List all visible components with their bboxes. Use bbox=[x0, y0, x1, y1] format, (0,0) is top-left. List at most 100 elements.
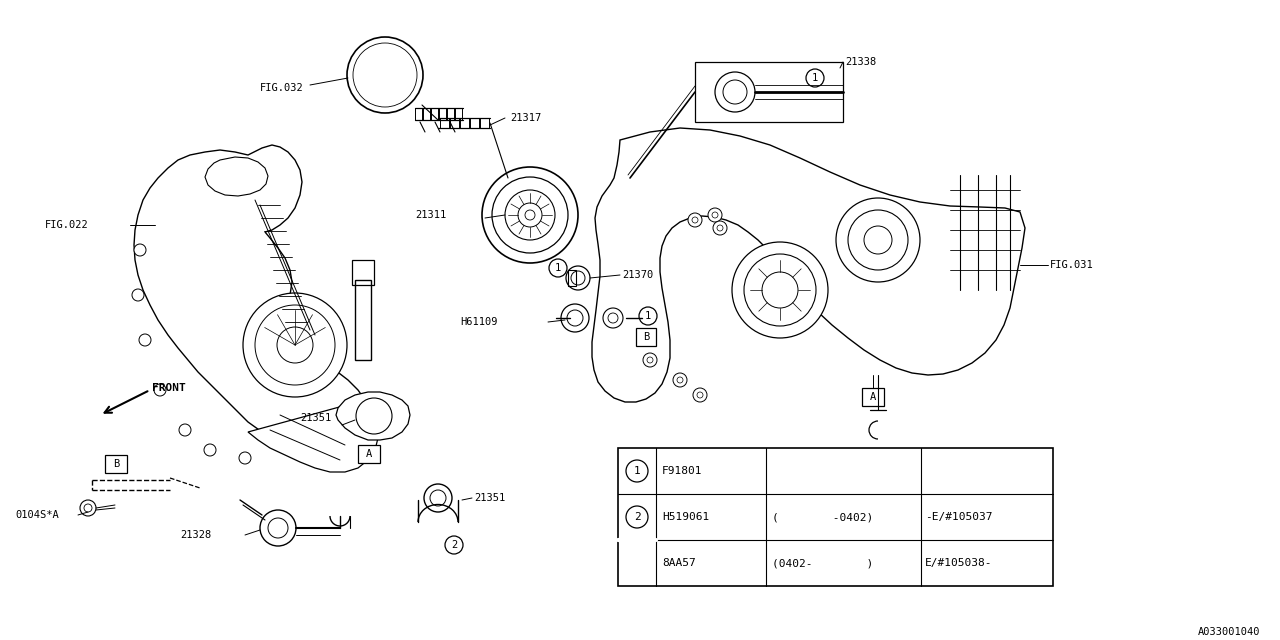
Text: F91801: F91801 bbox=[662, 466, 703, 476]
Text: A033001040: A033001040 bbox=[1198, 627, 1260, 637]
Text: 21351: 21351 bbox=[474, 493, 506, 503]
Text: 1: 1 bbox=[554, 263, 561, 273]
Circle shape bbox=[525, 210, 535, 220]
Text: -E/#105037: -E/#105037 bbox=[925, 512, 992, 522]
Bar bbox=[355, 280, 371, 360]
Circle shape bbox=[712, 212, 718, 218]
Polygon shape bbox=[134, 145, 369, 458]
Text: 1: 1 bbox=[634, 466, 640, 476]
Circle shape bbox=[353, 43, 417, 107]
Circle shape bbox=[626, 460, 648, 482]
Bar bbox=[454, 108, 462, 120]
Circle shape bbox=[643, 353, 657, 367]
Circle shape bbox=[732, 242, 828, 338]
Circle shape bbox=[692, 217, 698, 223]
Text: FIG.022: FIG.022 bbox=[45, 220, 88, 230]
Circle shape bbox=[806, 69, 824, 87]
Circle shape bbox=[571, 271, 585, 285]
Circle shape bbox=[492, 177, 568, 253]
Circle shape bbox=[347, 37, 422, 113]
Bar bbox=[358, 445, 380, 463]
Bar bbox=[695, 62, 844, 122]
Circle shape bbox=[276, 327, 314, 363]
Text: 2: 2 bbox=[451, 540, 457, 550]
Bar bbox=[451, 118, 460, 128]
Circle shape bbox=[179, 424, 191, 436]
Polygon shape bbox=[248, 400, 378, 472]
Text: E/#105038-: E/#105038- bbox=[925, 558, 992, 568]
Circle shape bbox=[689, 213, 701, 227]
Bar bbox=[422, 108, 430, 120]
Circle shape bbox=[673, 373, 687, 387]
Circle shape bbox=[255, 305, 335, 385]
Circle shape bbox=[357, 47, 413, 103]
Bar bbox=[470, 118, 479, 128]
Circle shape bbox=[243, 293, 347, 397]
Circle shape bbox=[717, 225, 723, 231]
Circle shape bbox=[84, 504, 92, 512]
Bar bbox=[636, 328, 657, 346]
Circle shape bbox=[380, 70, 390, 80]
Circle shape bbox=[864, 226, 892, 254]
Circle shape bbox=[81, 500, 96, 516]
Circle shape bbox=[239, 452, 251, 464]
Bar bbox=[861, 388, 884, 406]
Text: 21370: 21370 bbox=[622, 270, 653, 280]
Bar bbox=[480, 118, 489, 128]
Circle shape bbox=[608, 313, 618, 323]
Circle shape bbox=[836, 198, 920, 282]
Polygon shape bbox=[593, 128, 1025, 402]
Circle shape bbox=[692, 388, 707, 402]
Circle shape bbox=[518, 203, 541, 227]
Circle shape bbox=[677, 377, 684, 383]
Circle shape bbox=[549, 259, 567, 277]
Text: B: B bbox=[643, 332, 649, 342]
Text: 21338: 21338 bbox=[845, 57, 877, 67]
Circle shape bbox=[268, 518, 288, 538]
Circle shape bbox=[762, 272, 797, 308]
Text: 21317: 21317 bbox=[509, 113, 541, 123]
Circle shape bbox=[430, 490, 445, 506]
Text: 2: 2 bbox=[634, 512, 640, 522]
Circle shape bbox=[140, 334, 151, 346]
Bar bbox=[440, 118, 449, 128]
Text: FIG.032: FIG.032 bbox=[260, 83, 303, 93]
Bar bbox=[105, 455, 127, 473]
Circle shape bbox=[132, 289, 145, 301]
Circle shape bbox=[713, 221, 727, 235]
Circle shape bbox=[424, 484, 452, 512]
Circle shape bbox=[849, 210, 908, 270]
Circle shape bbox=[204, 444, 216, 456]
Text: H61109: H61109 bbox=[460, 317, 498, 327]
Text: A: A bbox=[366, 449, 372, 459]
Text: 21351: 21351 bbox=[300, 413, 332, 423]
Bar bbox=[447, 108, 454, 120]
Text: (0402-        ): (0402- ) bbox=[772, 558, 873, 568]
Circle shape bbox=[134, 244, 146, 256]
Circle shape bbox=[364, 53, 407, 97]
Circle shape bbox=[483, 167, 579, 263]
Circle shape bbox=[356, 398, 392, 434]
Circle shape bbox=[716, 72, 755, 112]
Text: FRONT: FRONT bbox=[152, 383, 186, 393]
Circle shape bbox=[744, 254, 817, 326]
Circle shape bbox=[708, 208, 722, 222]
Circle shape bbox=[626, 506, 648, 528]
Circle shape bbox=[723, 80, 748, 104]
Circle shape bbox=[154, 384, 166, 396]
Text: 1: 1 bbox=[812, 73, 818, 83]
Text: 21328: 21328 bbox=[180, 530, 211, 540]
Text: 8AA57: 8AA57 bbox=[662, 558, 696, 568]
Bar bbox=[431, 108, 438, 120]
Circle shape bbox=[370, 60, 401, 90]
Bar bbox=[352, 260, 374, 285]
Circle shape bbox=[639, 307, 657, 325]
Bar bbox=[439, 108, 445, 120]
Circle shape bbox=[506, 190, 556, 240]
Circle shape bbox=[567, 310, 582, 326]
Circle shape bbox=[445, 536, 463, 554]
Circle shape bbox=[561, 304, 589, 332]
Circle shape bbox=[356, 414, 369, 426]
Text: 0104S*A: 0104S*A bbox=[15, 510, 59, 520]
Bar bbox=[460, 118, 468, 128]
